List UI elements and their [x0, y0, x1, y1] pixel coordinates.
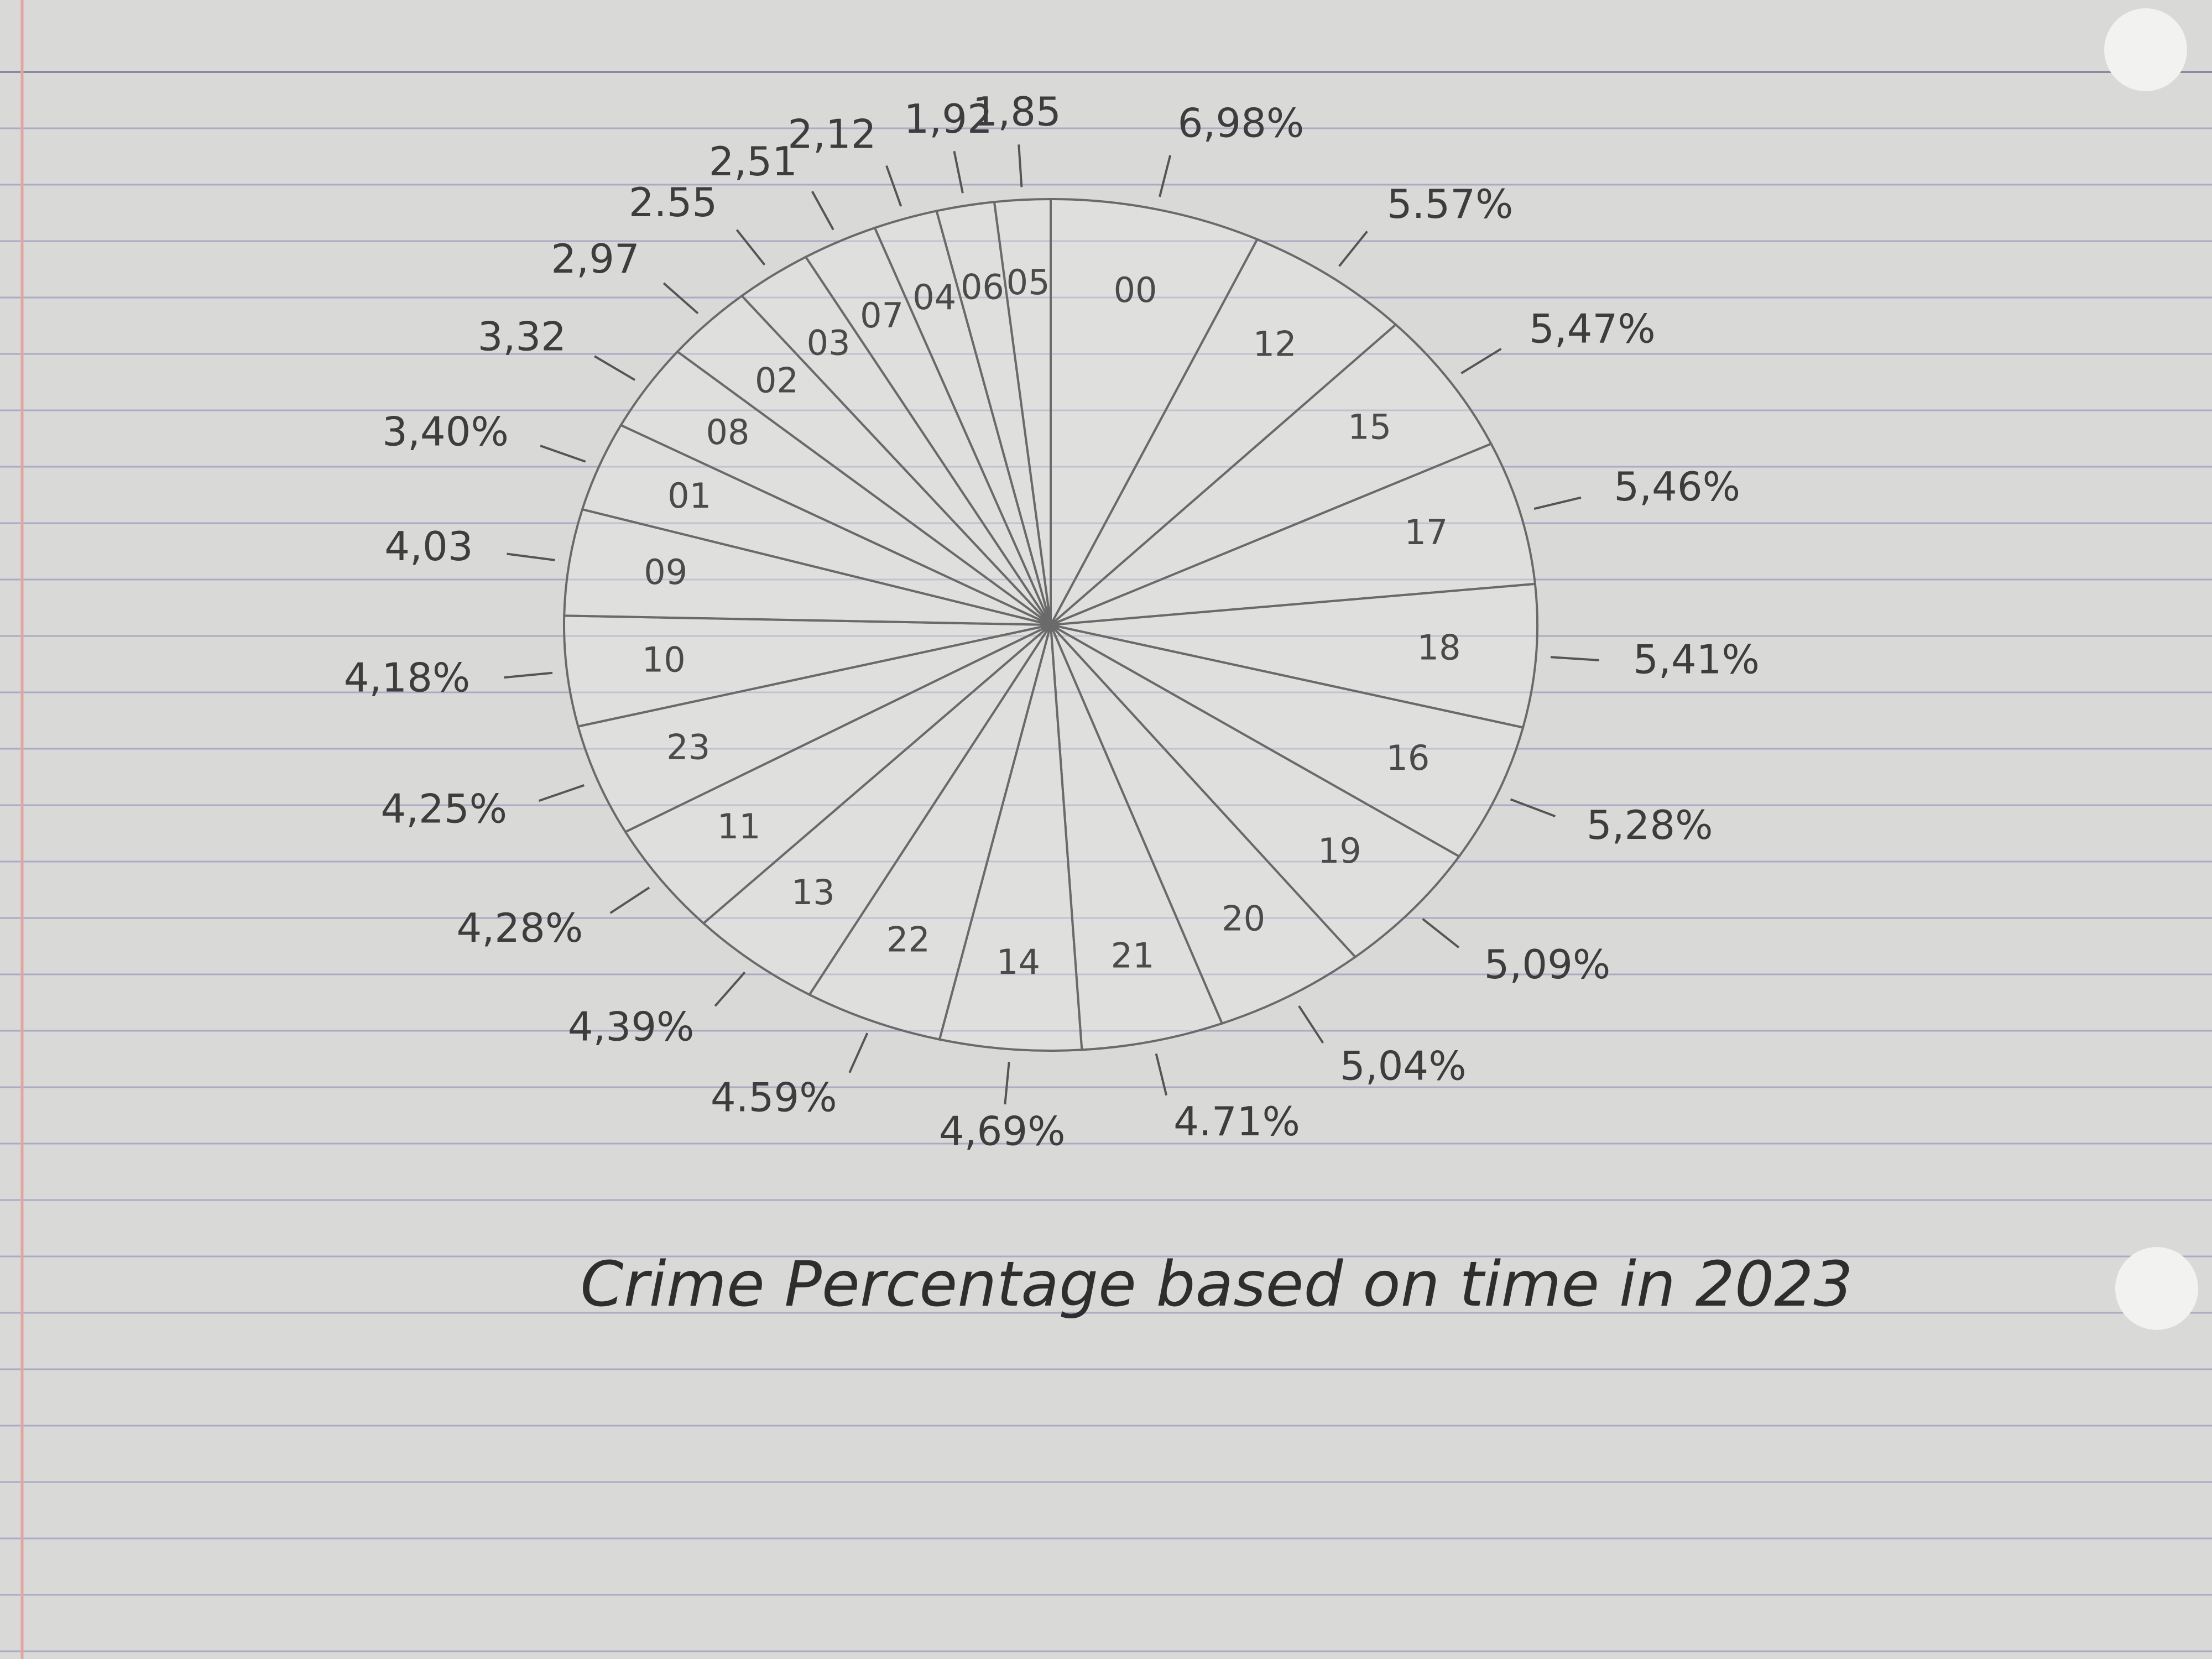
leader-line: [662, 282, 699, 315]
leader-line: [1155, 1053, 1168, 1096]
category-label: 05: [1006, 262, 1050, 302]
pie-slice: [1050, 582, 1538, 729]
paper-lines: [0, 71, 2212, 1652]
category-label: 03: [807, 322, 851, 363]
value-label: 1,85: [973, 88, 1061, 135]
pie-slice: [1050, 238, 1397, 626]
category-label: 17: [1404, 512, 1448, 552]
category-label: 09: [644, 552, 687, 592]
category-label: 00: [1114, 270, 1157, 310]
leader-line: [507, 552, 555, 561]
category-label: 12: [1253, 324, 1297, 364]
punch-hole: [2115, 1247, 2198, 1330]
value-label: 5,09%: [1484, 941, 1611, 988]
pie-slice: [1050, 624, 1357, 1025]
pie-slice: [1050, 197, 1259, 625]
category-label: 13: [791, 872, 835, 912]
value-label: 6,98%: [1178, 100, 1305, 147]
value-label: 4,25%: [380, 785, 507, 832]
value-label: 4,03: [384, 523, 473, 570]
value-label: 3,32: [478, 314, 566, 360]
leader-line: [538, 784, 585, 802]
value-label: 5,47%: [1529, 305, 1656, 352]
category-label: 04: [912, 277, 956, 317]
pie-slice: [1050, 323, 1493, 626]
pie-slice: [938, 624, 1083, 1052]
leader-line: [1298, 1005, 1324, 1044]
leader-line: [1533, 496, 1582, 510]
pie-slice: [702, 624, 1052, 997]
category-label: 19: [1318, 831, 1361, 871]
value-label: 4,39%: [568, 1003, 695, 1050]
value-label: 4,69%: [939, 1108, 1066, 1154]
leader-line: [735, 229, 766, 266]
pie-slice: [807, 624, 1052, 1041]
category-label: 21: [1111, 935, 1155, 975]
value-label: 2,51: [709, 138, 797, 185]
category-label: 08: [706, 412, 750, 452]
punch-hole: [2104, 8, 2187, 91]
category-label: 10: [642, 639, 686, 680]
leader-line: [811, 191, 834, 231]
pie-slice: [1050, 624, 1461, 959]
leader-line: [1510, 798, 1556, 817]
pie-slice: [1050, 624, 1525, 858]
leader-line: [848, 1032, 869, 1073]
category-label: 18: [1417, 627, 1461, 667]
category-label: 23: [666, 727, 710, 767]
category-label: 16: [1386, 738, 1430, 778]
value-label: 5,28%: [1587, 802, 1713, 848]
value-label: 2,12: [787, 111, 876, 158]
value-label: 4,18%: [344, 655, 471, 701]
pie-slice: [576, 624, 1051, 833]
leader-line: [885, 165, 902, 207]
value-label: 5,04%: [1340, 1042, 1467, 1089]
value-label: 1,92: [904, 96, 992, 142]
value-label: 2.55: [629, 179, 717, 226]
leader-line: [1018, 144, 1023, 187]
leader-line: [540, 445, 586, 463]
leader-line: [1550, 656, 1599, 661]
category-label: 11: [717, 806, 761, 847]
value-label: 4,28%: [457, 905, 583, 951]
value-label: 4.71%: [1173, 1098, 1300, 1145]
leader-line: [504, 671, 553, 679]
category-label: 15: [1348, 407, 1391, 447]
value-label: 5,41%: [1633, 636, 1760, 682]
pie-slice: [1050, 624, 1224, 1051]
chart-title: Crime Percentage based on time in 2023: [580, 1249, 1853, 1321]
category-label: 02: [755, 361, 799, 401]
leader-line: [1159, 155, 1172, 197]
pie: 00 6,98% 12 5.57% 15 5,47% 17 5,46% 18 5,41% 16 5,2…: [344, 88, 1760, 1154]
category-label: 14: [997, 942, 1040, 982]
leader-line: [714, 971, 746, 1007]
value-label: 5,46%: [1614, 463, 1740, 510]
pie-slice: [993, 197, 1052, 625]
category-label: 01: [667, 476, 711, 516]
category-label: 20: [1222, 898, 1265, 938]
leader-line: [609, 886, 650, 914]
leader-line: [1460, 348, 1502, 374]
value-label: 3,40%: [382, 409, 509, 455]
leader-line: [953, 151, 964, 194]
leader-line: [1422, 918, 1460, 948]
category-label: 06: [961, 267, 1004, 307]
category-label: 07: [860, 295, 904, 336]
value-label: 2,97: [551, 236, 639, 282]
value-label: 5.57%: [1387, 181, 1514, 227]
pie-slice: [624, 624, 1052, 925]
leader-line: [1004, 1062, 1010, 1105]
pie-slice: [1050, 442, 1537, 626]
category-label: 22: [886, 919, 930, 959]
value-label: 4.59%: [711, 1074, 837, 1120]
leader-line: [1338, 231, 1368, 267]
leader-line: [594, 355, 636, 381]
pie-slice: [563, 614, 1051, 728]
